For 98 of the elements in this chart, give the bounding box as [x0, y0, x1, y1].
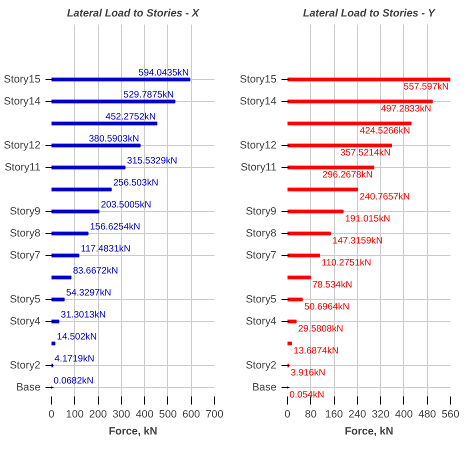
data-label: 54.3297kN [66, 288, 112, 298]
data-label: 13.6874kN [293, 346, 339, 356]
data-label: 4.1719kN [54, 354, 94, 364]
x-axis-title: Force, kN [344, 426, 394, 438]
data-label: 0.0682kN [54, 376, 94, 386]
bar [52, 342, 56, 346]
data-label: 117.4831kN [80, 244, 130, 254]
data-label: 50.6964kN [304, 302, 350, 312]
data-label: 315.5329kN [126, 156, 178, 166]
y-tick-label: Story9 [246, 206, 277, 218]
y-tick-label: Story9 [10, 206, 41, 218]
bar [52, 166, 126, 170]
bar [288, 342, 292, 346]
x-tick-label: 560 [442, 408, 460, 420]
bar [288, 320, 297, 324]
x-tick-label: 0 [48, 408, 55, 420]
x-tick-label: 400 [136, 408, 154, 420]
y-tick-label: Story12 [4, 140, 41, 152]
bar [288, 210, 344, 214]
bar [52, 298, 65, 302]
bar [52, 320, 60, 324]
chart-title: Lateral Load to Stories - Y [302, 8, 436, 20]
x-axis-title: Force, kN [108, 426, 158, 438]
x-tick-label: 600 [182, 408, 200, 420]
data-label: 296.2678kN [322, 170, 373, 180]
bar [52, 78, 190, 82]
bar [52, 188, 112, 192]
x-tick-label: 500 [159, 408, 177, 420]
data-label: 240.7657kN [360, 192, 410, 202]
y-tick-label: Story15 [4, 74, 41, 86]
y-tick-label: Story7 [10, 250, 41, 262]
data-label: 557.597kN [404, 82, 449, 92]
data-label: 452.2752kN [106, 112, 156, 122]
data-label: 3.916kN [290, 368, 326, 378]
bar [52, 144, 141, 148]
bar [288, 298, 303, 302]
y-tick-label: Story11 [4, 162, 41, 174]
x-tick-label: 0 [284, 408, 291, 420]
y-tick-label: Story14 [240, 96, 277, 108]
x-tick-label: 300 [112, 408, 130, 420]
bar [288, 166, 374, 170]
bar [288, 188, 358, 192]
y-tick-label: Base [252, 382, 277, 394]
x-tick-label: 320 [372, 408, 390, 420]
y-tick-label: Story15 [240, 74, 277, 86]
x-tick-label: 400 [395, 408, 413, 420]
data-label: 14.502kN [56, 332, 97, 342]
y-tick-label: Story12 [240, 140, 277, 152]
data-label: 78.534kN [312, 280, 352, 290]
y-tick-label: Story2 [246, 360, 277, 372]
y-tick-label: Story4 [246, 316, 277, 328]
bar [288, 78, 450, 82]
y-tick-label: Story5 [10, 294, 41, 306]
data-label: 497.2833kN [380, 104, 432, 114]
bar [52, 276, 72, 280]
data-label: 191.015kN [345, 214, 390, 224]
data-label: 0.054kN [290, 390, 324, 400]
bar [52, 232, 88, 236]
x-tick-label: 700 [206, 408, 224, 420]
bar [288, 144, 392, 148]
bar [288, 276, 311, 280]
y-tick-label: Story14 [4, 96, 41, 108]
bar [288, 100, 433, 104]
y-tick-label: Story7 [246, 250, 277, 262]
x-tick-label: 240 [348, 408, 366, 420]
data-label: 256.503kN [113, 178, 158, 188]
x-tick-label: 100 [66, 408, 84, 420]
x-tick-label: 480 [418, 408, 436, 420]
data-label: 357.5214kN [340, 148, 391, 158]
bar [52, 122, 158, 126]
y-tick-label: Base [16, 382, 41, 394]
y-tick-label: Story11 [240, 162, 277, 174]
data-label: 110.2751kN [322, 258, 372, 268]
data-label: 83.6672kN [72, 266, 118, 276]
bar [52, 100, 176, 104]
x-tick-label: 200 [89, 408, 108, 420]
y-tick-label: Story8 [10, 228, 41, 240]
chart-title: Lateral Load to Stories - X [66, 8, 200, 20]
data-label: 594.0435kN [138, 68, 189, 78]
bar [288, 254, 320, 258]
data-label: 156.6254kN [90, 222, 140, 232]
data-label: 29.5808kN [298, 324, 344, 334]
y-tick-label: Story5 [246, 294, 277, 306]
data-label: 203.5005kN [100, 200, 152, 210]
y-tick-label: Story8 [246, 228, 277, 240]
data-label: 380.5903kN [88, 134, 140, 144]
y-tick-label: Story4 [10, 316, 41, 328]
x-tick-label: 80 [304, 408, 317, 420]
data-label: 147.3159kN [332, 236, 383, 246]
data-label: 31.3013kN [60, 310, 106, 320]
bar [52, 210, 100, 214]
data-label: 424.5266kN [360, 126, 410, 136]
bar [288, 122, 412, 126]
bar [52, 254, 80, 258]
y-tick-label: Story2 [10, 360, 41, 372]
data-label: 529.7875kN [124, 90, 174, 100]
x-tick-label: 160 [325, 408, 344, 420]
bar [288, 232, 331, 236]
